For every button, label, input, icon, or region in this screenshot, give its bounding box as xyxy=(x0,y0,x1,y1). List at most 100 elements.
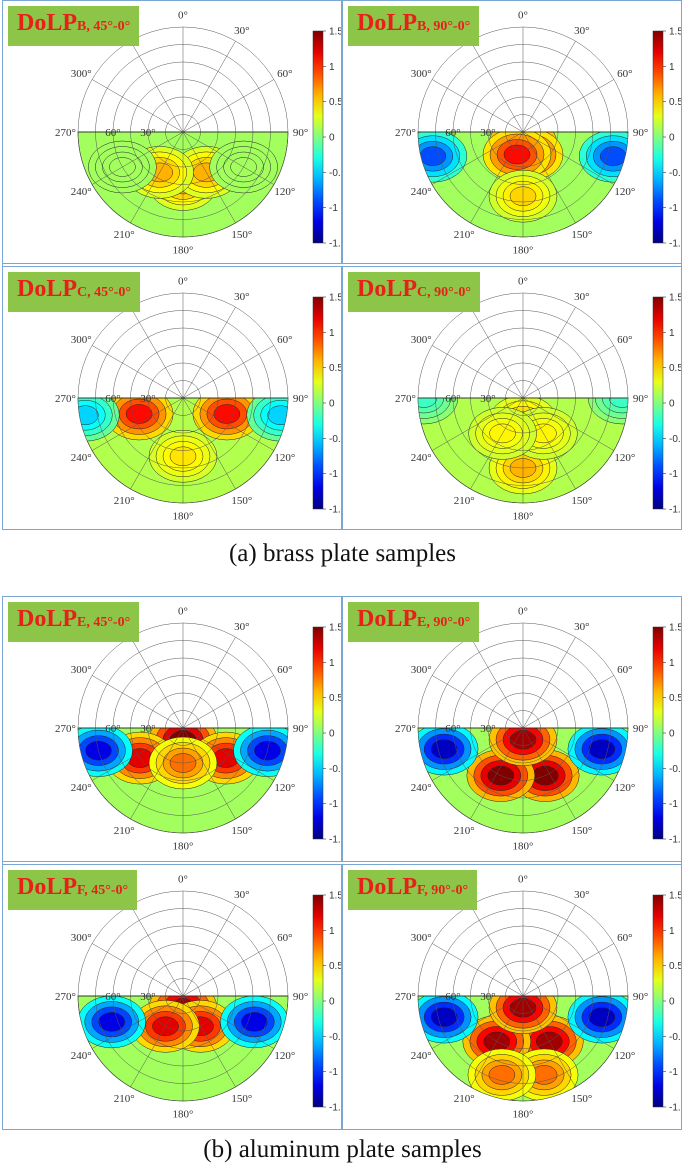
radial-tick-label: 30° xyxy=(480,991,495,1003)
colorbar xyxy=(652,296,664,510)
panel-title-main: DoLP xyxy=(357,874,417,900)
colorbar-tick-label: 0 xyxy=(669,729,675,740)
radial-tick-label: 60° xyxy=(105,991,120,1003)
panel-b-90: 0° 30° 60° 90° 120° 150° 180° 210° 240° 270° 300° 6… xyxy=(342,0,682,264)
panel-title-subscript: F, 90°-0° xyxy=(417,883,469,898)
angle-tick-label: 30° xyxy=(574,621,589,633)
radial-tick-label: 30° xyxy=(480,127,495,139)
contour-feature xyxy=(430,739,458,759)
panel-title-main: DoLP xyxy=(17,606,77,632)
colorbar-tick-label: 0.5 xyxy=(329,97,342,108)
angle-tick-label: 240° xyxy=(411,782,432,794)
panel-title-main: DoLP xyxy=(17,10,77,36)
colorbar-tick-label: 0.5 xyxy=(669,961,682,972)
colorbar-tick-label: 0 xyxy=(669,997,675,1008)
contour-feature xyxy=(588,739,616,759)
colorbar-tick-label: -1 xyxy=(669,799,678,810)
radial-tick-label: 60° xyxy=(445,127,460,139)
radial-tick-label: 60° xyxy=(105,393,120,405)
colorbar-tick-label: -0.5 xyxy=(329,1032,342,1043)
angle-tick-label: 60° xyxy=(617,932,632,944)
colorbar-tick-label: -1.5 xyxy=(669,239,682,250)
angle-tick-label: 300° xyxy=(411,664,432,676)
panel-title-badge: DoLPE, 45°-0° xyxy=(8,602,140,642)
contour-feature xyxy=(213,404,241,424)
polar-contour-plot: 0° 30° 60° 90° 120° 150° 180° 210° 240° 270° 300° 6… xyxy=(55,9,342,256)
colorbar-tick-label: 1.5 xyxy=(669,27,682,38)
panel-title-subscript: E, 90°-0° xyxy=(417,615,471,630)
angle-tick-label: 180° xyxy=(513,245,534,257)
angle-tick-label: 210° xyxy=(454,229,475,241)
angle-tick-label: 0° xyxy=(518,9,528,21)
colorbar-tick-label: 1.5 xyxy=(329,623,342,634)
angle-tick-label: 270° xyxy=(55,127,76,139)
angle-tick-label: 240° xyxy=(411,452,432,464)
contour-feature xyxy=(601,398,628,414)
angle-tick-label: 270° xyxy=(395,393,416,405)
angle-tick-label: 300° xyxy=(71,664,92,676)
angle-tick-label: 30° xyxy=(574,291,589,303)
colorbar-tick-label: 0.5 xyxy=(669,693,682,704)
angle-tick-label: 270° xyxy=(395,991,416,1003)
angle-tick-label: 90° xyxy=(293,991,308,1003)
colorbar-tick-label: 1 xyxy=(669,658,675,669)
colorbar-tick-label: -0.5 xyxy=(669,764,682,775)
colorbar-tick-label: 0.5 xyxy=(329,363,342,374)
angle-tick-label: 150° xyxy=(571,1093,592,1105)
angle-tick-label: 60° xyxy=(617,68,632,80)
angle-tick-label: 150° xyxy=(231,495,252,507)
radial-tick-label: 60° xyxy=(445,723,460,735)
angle-tick-label: 210° xyxy=(454,825,475,837)
colorbar-tick-label: -1 xyxy=(329,469,338,480)
panel-title-main: DoLP xyxy=(357,10,417,36)
panel-title-subscript: B, 45°-0° xyxy=(77,19,131,34)
contour-feature xyxy=(418,398,445,414)
contour-feature xyxy=(78,405,99,425)
angle-tick-label: 300° xyxy=(411,334,432,346)
angle-tick-label: 60° xyxy=(277,932,292,944)
colorbar-tick-label: 1 xyxy=(669,62,675,73)
colorbar-tick-label: 0.5 xyxy=(329,961,342,972)
colorbar-tick-label: 1.5 xyxy=(329,891,342,902)
angle-tick-label: 180° xyxy=(513,1109,534,1121)
angle-tick-label: 60° xyxy=(277,334,292,346)
angle-tick-label: 150° xyxy=(571,495,592,507)
colorbar-tick-label: 1.5 xyxy=(669,891,682,902)
radial-tick-label: 30° xyxy=(140,723,155,735)
angle-tick-label: 240° xyxy=(411,1050,432,1062)
angle-tick-label: 150° xyxy=(571,229,592,241)
colorbar-tick-label: 0 xyxy=(329,399,335,410)
colorbar-tick-label: -0.5 xyxy=(329,434,342,445)
radial-tick-label: 30° xyxy=(480,393,495,405)
angle-tick-label: 150° xyxy=(571,825,592,837)
colorbar xyxy=(312,30,324,244)
radial-tick-label: 60° xyxy=(105,127,120,139)
angle-tick-label: 180° xyxy=(173,1109,194,1121)
colorbar-tick-label: 1 xyxy=(329,658,335,669)
panel-title-main: DoLP xyxy=(357,606,417,632)
polar-contour-plot: 0° 30° 60° 90° 120° 150° 180° 210° 240° 270° 300° 6… xyxy=(55,873,342,1121)
colorbar-tick-label: -1.5 xyxy=(329,1103,342,1114)
angle-tick-label: 120° xyxy=(274,186,295,198)
angle-tick-label: 300° xyxy=(71,932,92,944)
colorbar-tick-label: -0.5 xyxy=(329,764,342,775)
angle-tick-label: 30° xyxy=(574,25,589,37)
contour-feature xyxy=(418,398,438,408)
angle-tick-label: 120° xyxy=(274,782,295,794)
polar-contour-plot: 0° 30° 60° 90° 120° 150° 180° 210° 240° 270° 300° 6… xyxy=(395,873,682,1121)
angle-tick-label: 150° xyxy=(231,825,252,837)
panel-e-90: 0° 30° 60° 90° 120° 150° 180° 210° 240° 270° 300° 6… xyxy=(342,596,682,862)
radial-tick-label: 30° xyxy=(480,723,495,735)
angle-tick-label: 300° xyxy=(411,68,432,80)
contour-feature xyxy=(241,1012,268,1032)
panel-title-badge: DoLPF, 90°-0° xyxy=(348,870,478,910)
angle-tick-label: 0° xyxy=(178,275,188,287)
panel-c-90: 0° 30° 60° 90° 120° 150° 180° 210° 240° 270° 300° 6… xyxy=(342,266,682,530)
radial-tick-label: 30° xyxy=(140,991,155,1003)
angle-tick-label: 30° xyxy=(234,291,249,303)
angle-tick-label: 30° xyxy=(234,621,249,633)
colorbar-tick-label: 1 xyxy=(669,926,675,937)
panel-f-45: 0° 30° 60° 90° 120° 150° 180° 210° 240° 270° 300° 6… xyxy=(2,864,342,1130)
angle-tick-label: 60° xyxy=(617,664,632,676)
colorbar-tick-label: 1 xyxy=(329,62,335,73)
